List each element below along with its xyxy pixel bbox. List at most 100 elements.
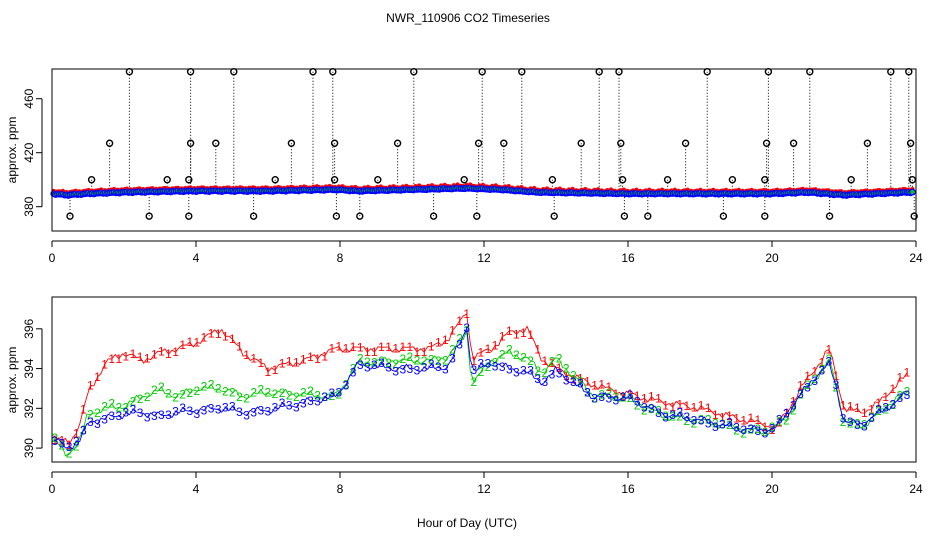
series-3-point: 3 <box>549 367 556 381</box>
spike-point <box>460 175 468 184</box>
series-2-point: 2 <box>336 388 343 402</box>
series-3-point: 3 <box>499 360 506 374</box>
series-2-point: 2 <box>115 400 122 414</box>
series-3-point: 3 <box>556 367 563 381</box>
series-3-point: 3 <box>101 413 108 427</box>
series-1-point: 1 <box>130 347 137 361</box>
series-2-point: 2 <box>456 332 463 346</box>
series-3-point: 3 <box>790 399 797 413</box>
series-2-point: 2 <box>286 389 293 403</box>
series-2-point: 2 <box>328 389 335 403</box>
series-1-point: 1 <box>861 406 868 420</box>
series-1-point: 1 <box>243 348 250 362</box>
series-2-point: 2 <box>66 446 73 460</box>
series-2-point: 2 <box>847 416 854 430</box>
series-1-point: 1 <box>435 336 442 350</box>
series-2-point: 2 <box>257 383 264 397</box>
spike-point <box>910 212 918 220</box>
series-3-point: 3 <box>108 409 115 423</box>
series-1-point: 1 <box>201 330 208 344</box>
series-2-point: 2 <box>641 403 648 417</box>
series-3-point: 3 <box>662 411 669 425</box>
series-2-point: 2 <box>279 386 286 400</box>
series-3-point: 3 <box>655 406 662 420</box>
spike-point <box>474 139 483 147</box>
series-1-point: 1 <box>492 338 499 352</box>
series-3-point: 3 <box>641 400 648 414</box>
series-3-point: 3 <box>605 391 612 405</box>
spike-point <box>620 212 629 220</box>
series-1-point: 1 <box>151 348 158 362</box>
series-3-point: 3 <box>818 364 825 378</box>
bottom-y-tick-label: 392 <box>22 398 36 418</box>
chart-title: NWR_110906 CO2 Timeseries <box>386 11 550 25</box>
series-3-point: 3 <box>541 375 548 389</box>
series-3-point: 3 <box>265 405 272 419</box>
series-3-point: 3 <box>719 418 726 432</box>
series-1-point: 1 <box>172 345 179 359</box>
series-2-line <box>54 330 908 457</box>
series-2-point: 2 <box>186 386 193 400</box>
spike-point <box>332 212 341 220</box>
series-2-point: 2 <box>790 404 797 418</box>
spike-point <box>719 212 728 220</box>
series-2-point: 2 <box>293 390 300 404</box>
series-1-point: 1 <box>904 366 911 380</box>
series-3-point: 3 <box>243 409 250 423</box>
series-2-point: 2 <box>840 415 847 429</box>
series-3-point: 3 <box>385 361 392 375</box>
series-1-point: 1 <box>719 411 726 425</box>
series-2-point: 2 <box>442 354 449 368</box>
series-2-point: 2 <box>904 385 911 399</box>
series-2-point: 2 <box>804 378 811 392</box>
series-3-point: 3 <box>684 410 691 424</box>
spike-point <box>66 212 74 220</box>
series-3-point: 3 <box>371 358 378 372</box>
bottom-plot-frame <box>51 296 917 463</box>
series-3-point: 3 <box>428 357 435 371</box>
series-1-point: 1 <box>272 363 279 377</box>
series-2-point: 2 <box>598 387 605 401</box>
series-1-point: 1 <box>179 338 186 352</box>
series-1-point: 1 <box>194 335 201 349</box>
series-1-point: 1 <box>208 327 215 341</box>
series-1-point: 1 <box>598 377 605 391</box>
series-3-point: 3 <box>691 414 698 428</box>
series-3-point: 3 <box>882 401 889 415</box>
series-2-point: 2 <box>478 365 485 379</box>
series-3-point: 3 <box>286 399 293 413</box>
series-2-point: 2 <box>492 356 499 370</box>
series-1-point: 1 <box>641 391 648 405</box>
series-2-point: 2 <box>826 352 833 366</box>
bottom-x-tick-label: 24 <box>909 482 923 496</box>
series-2-point: 2 <box>59 439 66 453</box>
series-1-point: 1 <box>875 396 882 410</box>
series-3-point: 3 <box>250 405 257 419</box>
series-1-point: 1 <box>350 340 357 354</box>
series-1-point: 1 <box>726 409 733 423</box>
series-3-point: 3 <box>307 394 314 408</box>
series-3-point: 3 <box>698 413 705 427</box>
series-1-point: 1 <box>797 379 804 393</box>
spike-point <box>249 212 258 220</box>
series-1-point: 1 <box>563 369 570 383</box>
series-2-point: 2 <box>52 431 59 445</box>
bottom-x-tick-label: 20 <box>765 482 779 496</box>
series-2-point: 2 <box>144 390 151 404</box>
series-1-point: 1 <box>570 373 577 387</box>
spike-point <box>185 175 193 184</box>
series-1-point: 1 <box>442 333 449 347</box>
series-1-point: 1 <box>826 343 833 357</box>
series-1-point: 1 <box>165 347 172 361</box>
spike-point <box>825 212 834 220</box>
spike-point <box>761 212 769 220</box>
series-2-point: 2 <box>684 414 691 428</box>
series-3-point: 3 <box>804 380 811 394</box>
series-1-point: 1 <box>556 361 563 375</box>
spike-point <box>393 139 402 147</box>
series-3-point: 3 <box>634 395 641 409</box>
series-2-point: 2 <box>549 354 556 368</box>
series-1-point: 1 <box>506 324 513 338</box>
series-1-point: 1 <box>421 345 428 359</box>
